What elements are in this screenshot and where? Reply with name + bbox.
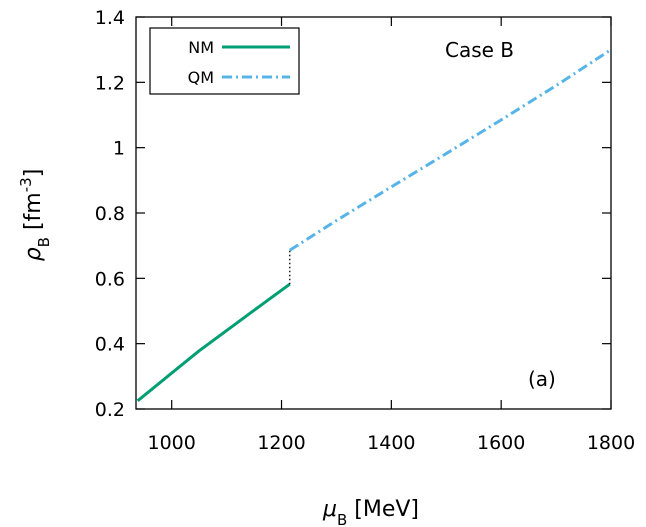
legend: NM QM — [149, 27, 300, 95]
x-tick-label: 1400 — [367, 432, 415, 454]
legend-label-nm: NM — [188, 38, 214, 57]
x-axis-symbol: μ — [322, 497, 337, 522]
y-axis-unit: [fm — [21, 192, 46, 237]
series-line-qm — [288, 48, 612, 252]
y-tick-label: 0.4 — [95, 334, 125, 356]
legend-label-qm: QM — [188, 68, 214, 87]
x-tick-label: 1200 — [257, 432, 305, 454]
y-axis-symbol: ρ — [21, 247, 46, 261]
x-axis-unit: [MeV] — [347, 497, 419, 522]
x-axis-title: μB [MeV] — [322, 497, 419, 527]
y-tick-label: 0.2 — [95, 399, 125, 421]
x-tick-label: 1800 — [587, 432, 635, 454]
tick-labels-layer: 1000 1200 1400 1600 1800 0.2 0.4 0.6 0.8 1 1.2 1.4 — [95, 7, 635, 454]
y-tick-label: 1 — [113, 138, 125, 160]
x-tick-label: 1000 — [148, 432, 196, 454]
panel-annotation: (a) — [528, 367, 556, 391]
legend-box — [149, 27, 300, 95]
series-line-nm — [136, 282, 291, 402]
plot-frame — [135, 16, 612, 410]
y-axis-unit-close: ] — [21, 169, 46, 178]
case-annotation: Case B — [445, 38, 514, 62]
x-axis-subscript: B — [337, 511, 347, 527]
y-tick-label: 1.2 — [95, 72, 125, 94]
y-tick-label: 1.4 — [95, 7, 125, 29]
series-layer — [136, 48, 612, 402]
x-tick-label: 1600 — [477, 432, 525, 454]
y-tick-label: 0.6 — [95, 268, 125, 290]
y-tick-label: 0.8 — [95, 203, 125, 225]
y-axis-title: ρB [fm-3] — [17, 169, 53, 262]
y-axis-superscript: -3 — [17, 177, 35, 192]
y-axis-subscript: B — [35, 237, 53, 247]
